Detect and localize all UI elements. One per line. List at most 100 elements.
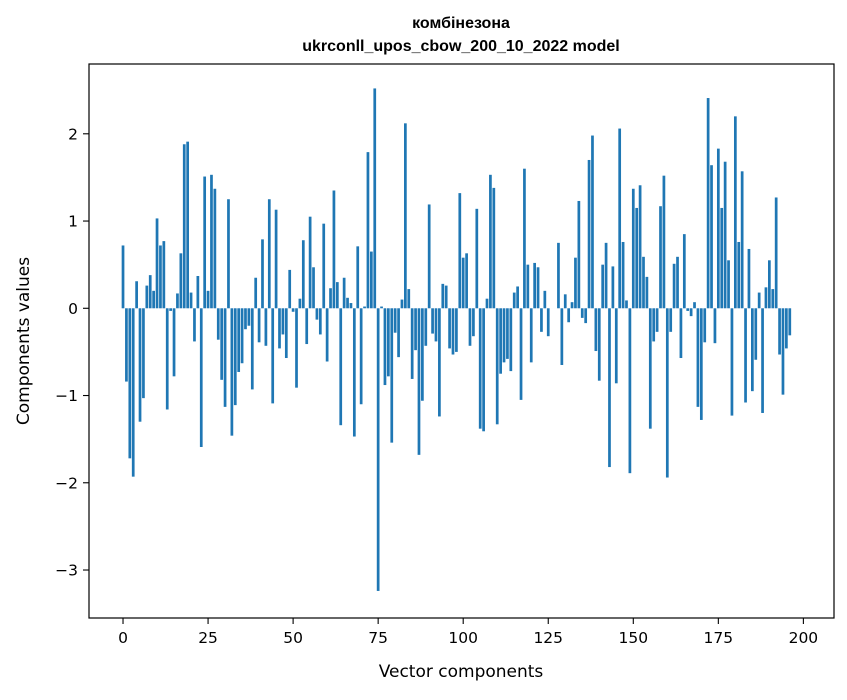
bar [394, 308, 397, 332]
bar [367, 152, 370, 308]
bar [411, 308, 414, 379]
bar [152, 291, 155, 308]
bar [765, 287, 768, 308]
bar [305, 308, 308, 344]
bar [595, 308, 598, 351]
bar [513, 293, 516, 309]
bar [727, 260, 730, 308]
bar [543, 291, 546, 308]
bar [428, 204, 431, 308]
bar [156, 218, 159, 308]
bar [197, 276, 200, 308]
bar [782, 308, 785, 394]
chart-title-line1: комбінезона [412, 15, 510, 32]
bar [326, 308, 329, 361]
bar [220, 308, 223, 380]
bar [615, 308, 618, 383]
bar [261, 239, 264, 308]
bar [652, 308, 655, 341]
bar [285, 308, 288, 358]
bar [547, 308, 550, 336]
bar [537, 267, 540, 308]
bar [642, 257, 645, 308]
bar [530, 308, 533, 362]
y-tick-label: −1 [55, 387, 78, 405]
bar [363, 307, 366, 309]
bar [435, 308, 438, 341]
bar [761, 308, 764, 413]
bar [132, 308, 135, 476]
bar [489, 175, 492, 308]
bar [737, 242, 740, 308]
bar [322, 224, 325, 309]
x-tick-label: 25 [198, 629, 218, 647]
bar [588, 160, 591, 308]
bar [788, 308, 791, 335]
bar [312, 267, 315, 308]
bar [414, 308, 417, 350]
bar [509, 308, 512, 371]
x-tick-label: 200 [789, 629, 819, 647]
bar [690, 308, 693, 316]
bar [751, 308, 754, 391]
bar [462, 258, 465, 309]
bar [469, 308, 472, 346]
bar [560, 308, 563, 365]
bar [516, 286, 519, 308]
bar [145, 286, 148, 309]
bar [166, 308, 169, 409]
bar [268, 199, 271, 308]
bar [714, 308, 717, 343]
bar [608, 308, 611, 467]
bar [377, 308, 380, 591]
bar [758, 293, 761, 309]
chart-title-line2: ukrconll_upos_cbow_200_10_2022 model [302, 38, 619, 55]
bar [741, 171, 744, 308]
bar [720, 208, 723, 308]
bar [309, 217, 312, 309]
bar [176, 293, 179, 308]
bar [748, 249, 751, 308]
bar [635, 208, 638, 308]
x-tick-label: 0 [118, 629, 128, 647]
bar [666, 308, 669, 477]
bar [227, 199, 230, 308]
bar [697, 308, 700, 407]
bar [275, 210, 278, 309]
bar [601, 265, 604, 309]
bar [319, 308, 322, 334]
bar [618, 129, 621, 309]
bar [744, 308, 747, 402]
x-tick-label: 75 [368, 629, 388, 647]
bar [370, 252, 373, 309]
bar [431, 308, 434, 333]
bar [673, 264, 676, 308]
bar [520, 308, 523, 400]
bar [271, 308, 274, 403]
bar [149, 275, 152, 308]
bar [734, 116, 737, 308]
bar [329, 288, 332, 308]
bar [135, 281, 138, 308]
bar [506, 308, 509, 359]
bar [258, 308, 261, 342]
y-tick-label: 2 [68, 125, 78, 143]
bar [295, 308, 298, 387]
y-tick-label: 1 [68, 213, 78, 231]
bar [754, 308, 757, 359]
bar [251, 308, 254, 389]
bar [680, 308, 683, 358]
bar [346, 298, 349, 308]
bar [605, 243, 608, 308]
bar [455, 308, 458, 352]
bar [574, 258, 577, 309]
bar [646, 277, 649, 308]
bar [302, 240, 305, 308]
bar [210, 175, 213, 308]
bar [693, 302, 696, 308]
bar [768, 260, 771, 308]
x-tick-label: 175 [704, 629, 734, 647]
bar [125, 308, 128, 381]
bar [584, 308, 587, 323]
bar [622, 242, 625, 308]
